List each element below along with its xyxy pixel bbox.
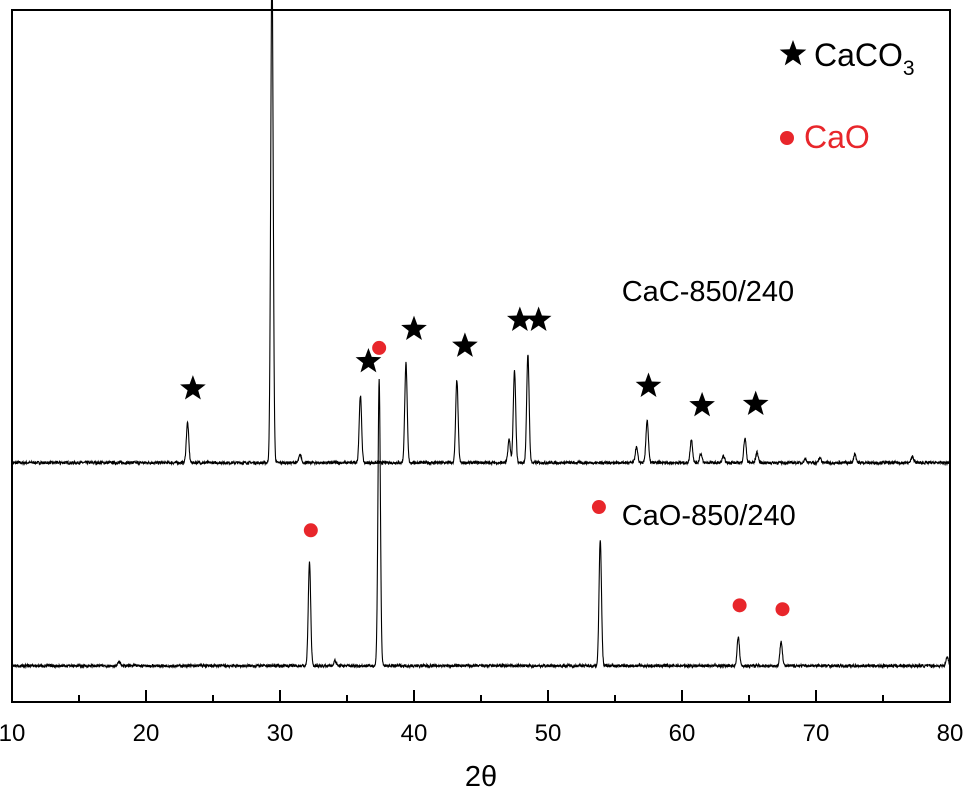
circle-marker xyxy=(732,598,747,613)
series-cac xyxy=(11,0,951,467)
series-line xyxy=(11,378,951,670)
x-tick-label: 20 xyxy=(133,720,160,747)
series-cao xyxy=(11,340,951,670)
legend-label-caco3: CaCO3 xyxy=(814,37,915,80)
x-tick-label: 30 xyxy=(267,720,294,747)
plot-area: CaC-850/240 CaO-850/240 xyxy=(11,0,951,703)
series-label-cao: CaO-850/240 xyxy=(622,500,796,532)
star-marker xyxy=(742,390,769,416)
star-marker xyxy=(689,391,715,417)
x-tick-label: 50 xyxy=(535,720,562,747)
x-tick-label: 60 xyxy=(669,720,696,747)
x-axis: 10 20 30 40 50 60 70 80 2θ xyxy=(0,690,963,793)
circle-marker xyxy=(591,500,606,515)
circle-marker xyxy=(775,602,790,617)
circle-marker xyxy=(372,340,387,355)
star-marker xyxy=(507,306,533,331)
legend: CaCO3 CaO xyxy=(779,37,915,155)
plot-frame xyxy=(11,9,951,703)
x-tick-label: 10 xyxy=(0,720,25,747)
series-label-cac: CaC-850/240 xyxy=(622,276,795,308)
star-marker xyxy=(180,375,206,400)
star-marker xyxy=(635,372,662,397)
star-marker xyxy=(452,332,478,357)
star-marker xyxy=(525,306,552,331)
x-axis-label: 2θ xyxy=(465,761,497,793)
star-marker xyxy=(401,315,427,341)
legend-star-icon xyxy=(779,40,807,66)
x-tick-label: 40 xyxy=(401,720,428,747)
circle-marker xyxy=(303,523,318,538)
legend-label-cao: CaO xyxy=(804,119,870,155)
series-line xyxy=(11,0,951,467)
x-tick-label: 80 xyxy=(937,720,964,747)
x-tick-label: 70 xyxy=(803,720,830,747)
legend-circle-icon xyxy=(780,131,794,145)
star-marker xyxy=(355,347,382,373)
